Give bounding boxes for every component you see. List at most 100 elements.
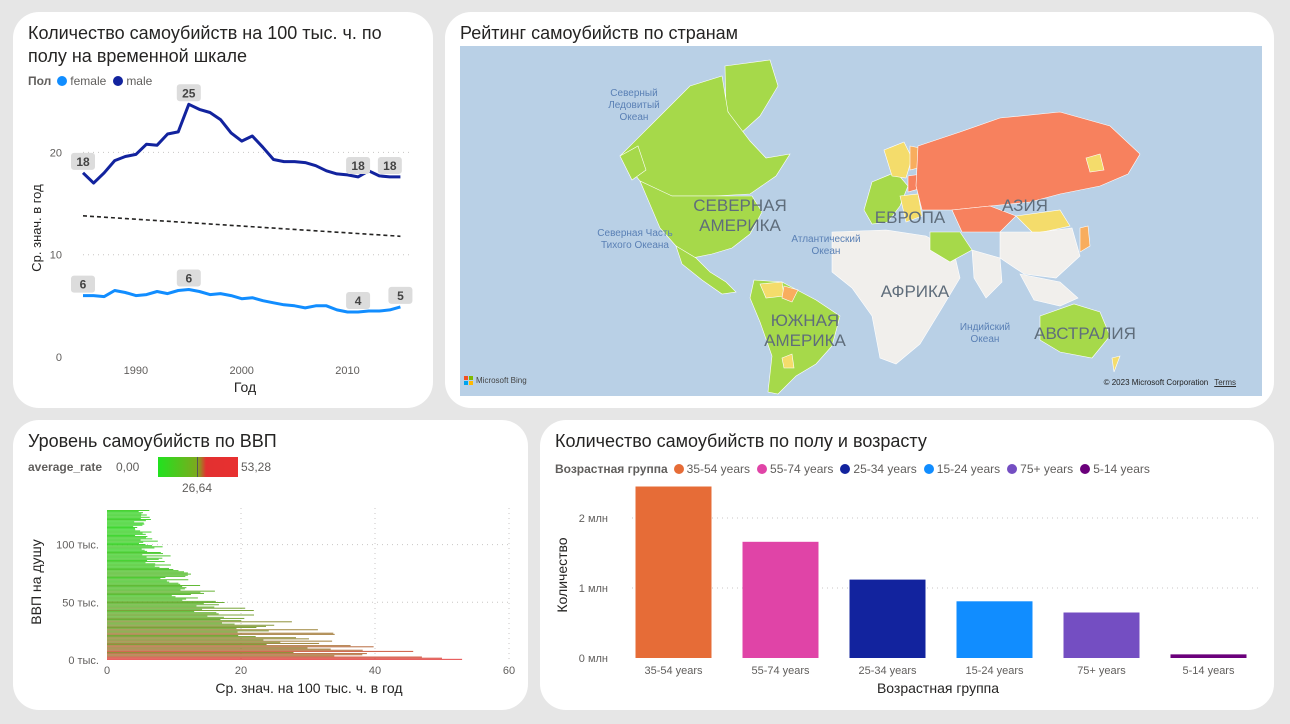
country-middle-east[interactable] <box>929 231 973 263</box>
gdp-bar[interactable] <box>107 536 148 538</box>
gdp-bar[interactable] <box>107 548 142 550</box>
gdp-bar[interactable] <box>107 573 191 575</box>
gdp-bar[interactable] <box>107 645 351 647</box>
gdp-bar[interactable] <box>107 579 189 581</box>
gdp-bar[interactable] <box>107 522 144 524</box>
age-legend-item[interactable]: 5-14 years <box>1080 462 1150 476</box>
gdp-bar[interactable] <box>107 512 143 514</box>
gdp-bar[interactable] <box>107 570 179 572</box>
world-map[interactable]: СЕВЕРНАЯ АМЕРИКА ЮЖНАЯ АМЕРИКА ЕВРОПА АЗ… <box>460 46 1262 396</box>
series-line-female[interactable] <box>83 288 401 314</box>
gdp-bar[interactable] <box>107 595 172 597</box>
gdp-bar[interactable] <box>107 641 281 643</box>
gdp-bar[interactable] <box>107 627 257 628</box>
gdp-bar[interactable] <box>107 650 414 652</box>
gdp-bar[interactable] <box>107 596 176 598</box>
age-legend-item[interactable]: 75+ years <box>1007 462 1073 476</box>
gdp-bar[interactable] <box>107 610 254 611</box>
gdp-bar[interactable] <box>107 511 139 513</box>
gdp-bar[interactable] <box>107 572 188 574</box>
country-new-zealand[interactable] <box>1111 355 1121 373</box>
gdp-bar[interactable] <box>107 624 275 626</box>
gdp-bar[interactable] <box>107 566 160 568</box>
country-japan[interactable] <box>1079 225 1091 253</box>
gdp-bar[interactable] <box>107 616 224 618</box>
gdp-bar[interactable] <box>107 586 183 588</box>
gdp-bar[interactable] <box>107 553 163 555</box>
gdp-bar[interactable] <box>107 656 422 658</box>
country-uruguay[interactable] <box>781 353 795 369</box>
gdp-bar[interactable] <box>107 571 184 573</box>
age-legend-item[interactable]: 55-74 years <box>757 462 833 476</box>
gdp-bar[interactable] <box>107 657 442 659</box>
gdp-bar[interactable] <box>107 525 134 527</box>
gdp-bar[interactable] <box>107 591 201 593</box>
gdp-bar[interactable] <box>107 615 208 617</box>
country-scandinavia[interactable] <box>883 141 913 179</box>
gdp-bar[interactable] <box>107 590 215 592</box>
gdp-bar[interactable] <box>107 535 136 536</box>
gdp-bar[interactable] <box>107 655 335 657</box>
gdp-bar[interactable] <box>107 558 159 560</box>
gdp-bar[interactable] <box>107 642 320 644</box>
gdp-bar[interactable] <box>107 520 146 522</box>
gdp-bar[interactable] <box>107 538 153 540</box>
gdp-bar[interactable] <box>107 646 374 648</box>
gdp-bar[interactable] <box>107 603 204 605</box>
gdp-bar[interactable] <box>107 644 267 645</box>
gdp-bar[interactable] <box>107 544 146 545</box>
gdp-bar[interactable] <box>107 554 143 556</box>
age-bar[interactable] <box>956 601 1033 658</box>
gdp-bar[interactable] <box>107 531 152 533</box>
country-south-america[interactable] <box>749 279 841 395</box>
gdp-bar[interactable] <box>107 528 135 530</box>
gdp-bar[interactable] <box>107 524 143 526</box>
gdp-bar[interactable] <box>107 649 363 651</box>
age-legend-item[interactable]: 25-34 years <box>840 462 917 476</box>
country-europe-east[interactable] <box>899 193 923 223</box>
gdp-bar[interactable] <box>107 637 296 639</box>
sex-legend-item-female[interactable]: female <box>57 74 106 88</box>
gdp-bar[interactable] <box>107 510 150 511</box>
country-southeast-asia[interactable] <box>1019 273 1079 307</box>
gdp-bar[interactable] <box>107 629 318 631</box>
gdp-bar[interactable] <box>107 560 148 561</box>
country-russia-east-yellow[interactable] <box>1085 153 1105 173</box>
gdp-bar[interactable] <box>107 583 181 585</box>
gdp-bar[interactable] <box>107 519 151 520</box>
gdp-bar[interactable] <box>107 580 167 582</box>
gdp-bar[interactable] <box>107 550 148 552</box>
age-bar[interactable] <box>1170 654 1247 658</box>
country-guyana[interactable] <box>781 285 799 303</box>
gdp-bar[interactable] <box>107 542 139 544</box>
gdp-bar[interactable] <box>107 552 161 553</box>
gdp-bar[interactable] <box>107 623 235 625</box>
gdp-bar[interactable] <box>107 607 246 609</box>
gdp-bar[interactable] <box>107 599 183 601</box>
gdp-bar[interactable] <box>107 564 171 566</box>
gdp-bar[interactable] <box>107 605 197 607</box>
gdp-bar[interactable] <box>107 567 169 569</box>
sex-legend-item-male[interactable]: male <box>113 74 152 88</box>
gdp-bar[interactable] <box>107 592 204 594</box>
gdp-bar[interactable] <box>107 540 158 542</box>
series-line-male[interactable] <box>81 102 401 185</box>
gdp-bar[interactable] <box>107 523 145 525</box>
gdp-bar[interactable] <box>107 529 136 531</box>
gdp-bar[interactable] <box>107 613 219 615</box>
country-africa[interactable] <box>831 229 961 365</box>
gdp-bar[interactable] <box>107 639 264 641</box>
gdp-bar[interactable] <box>107 541 144 543</box>
gdp-bar[interactable] <box>107 588 185 590</box>
gdp-bar[interactable] <box>107 575 186 577</box>
gdp-bar[interactable] <box>107 533 146 535</box>
gdp-bar[interactable] <box>107 606 215 608</box>
age-bar[interactable] <box>742 541 819 658</box>
gdp-bar[interactable] <box>107 633 335 635</box>
gdp-bar[interactable] <box>107 625 266 627</box>
gdp-bar[interactable] <box>107 527 138 528</box>
gdp-bar[interactable] <box>107 611 195 613</box>
gdp-bar[interactable] <box>107 587 187 589</box>
terms-link[interactable]: Terms <box>1214 378 1236 387</box>
gdp-bar[interactable] <box>107 569 174 570</box>
